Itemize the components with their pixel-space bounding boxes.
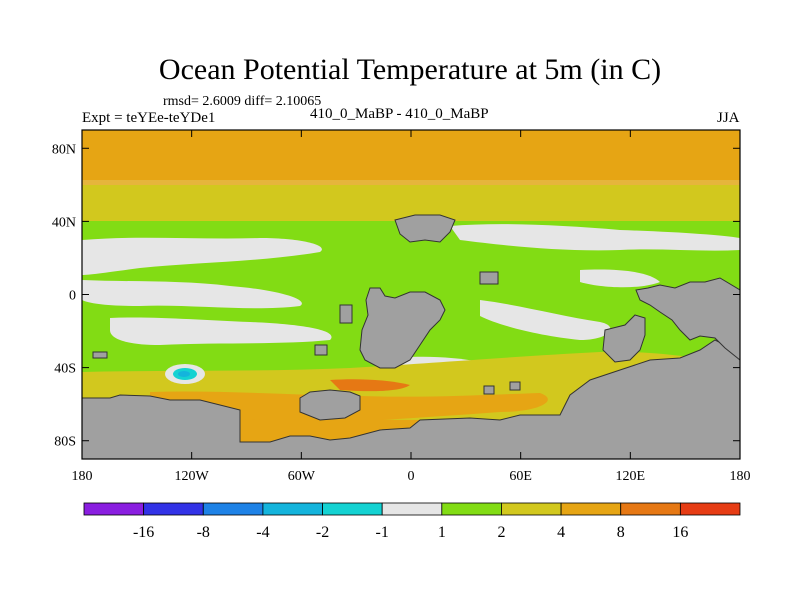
colorbar: -16 -8 -4 -2 -1 1 2 4 8 16 — [83, 502, 741, 541]
chart-title: Ocean Potential Temperature at 5m (in C) — [158, 53, 662, 86]
land-southeast — [602, 314, 646, 363]
island-3 — [479, 271, 499, 285]
patch-north-atlantic — [450, 224, 740, 251]
land-north-island — [394, 214, 456, 243]
colorbar-label-7: 4 — [557, 524, 565, 541]
colorbar-label-8: 8 — [617, 524, 625, 541]
x-axis: 180 120W 60W 0 60E 120E 180 — [72, 130, 751, 484]
land-east — [635, 277, 740, 361]
band-high-lat — [82, 185, 740, 221]
band-arctic — [82, 130, 740, 185]
island-6 — [509, 381, 521, 391]
x-tick-label-6: 180 — [730, 469, 751, 484]
patch-north-pacific — [82, 237, 322, 275]
season-label: JJA — [717, 110, 740, 126]
colorbar-swatch-2 — [202, 502, 264, 516]
land-south-america-tip — [299, 389, 361, 421]
colorbar-swatch-8 — [560, 502, 622, 516]
colorbar-label-2: -4 — [256, 524, 269, 541]
colorbar-swatch-0 — [83, 502, 145, 516]
island-1 — [314, 344, 328, 356]
y-tick-label-2: 0 — [69, 289, 76, 304]
colorbar-label-1: -8 — [197, 524, 210, 541]
colorbar-swatch-10 — [679, 502, 741, 516]
case-label: 410_0_MaBP - 410_0_MaBP — [310, 106, 489, 122]
x-tick-label-0: 180 — [72, 469, 93, 484]
patch-tropical-pacific — [82, 280, 302, 309]
colorbar-swatch-4 — [322, 502, 383, 516]
colorbar-swatch-3 — [262, 502, 323, 516]
map-field — [82, 130, 740, 459]
y-tick-label-0: 80N — [52, 142, 76, 157]
colorbar-label-3: -2 — [316, 524, 329, 541]
colorbar-swatch-5 — [381, 502, 443, 516]
cold-anomaly-core — [178, 371, 190, 377]
y-tick-label-4: 80S — [54, 435, 76, 450]
x-tick-label-4: 60E — [509, 469, 532, 484]
y-tick-label-1: 40N — [52, 215, 76, 230]
x-tick-label-2: 60W — [288, 469, 316, 484]
land-central — [359, 287, 446, 369]
colorbar-label-6: 2 — [497, 524, 505, 541]
y-tick-label-3: 40S — [54, 362, 76, 377]
island-2 — [339, 304, 353, 324]
colorbar-label-0: -16 — [133, 524, 154, 541]
x-tick-label-3: 0 — [408, 469, 415, 484]
patch-south-pacific — [110, 317, 332, 345]
colorbar-label-5: 1 — [438, 524, 446, 541]
patch-indian-ocean — [480, 300, 611, 340]
colorbar-swatch-7 — [501, 502, 562, 516]
patch-arabian — [580, 269, 660, 288]
island-5 — [483, 385, 495, 395]
colorbar-label-9: 16 — [672, 524, 688, 541]
colorbar-swatch-1 — [143, 502, 204, 516]
colorbar-swatch-6 — [441, 502, 502, 516]
patch-southern-hot — [330, 379, 410, 392]
x-tick-label-1: 120W — [175, 469, 210, 484]
stats-label: rmsd= 2.6009 diff= 2.10065 — [163, 94, 322, 109]
colorbar-swatch-9 — [620, 502, 681, 516]
experiment-label: Expt = teYEe-teYDe1 — [82, 110, 216, 126]
island-4 — [92, 351, 108, 359]
colorbar-label-4: -1 — [376, 524, 389, 541]
x-tick-label-5: 120E — [616, 469, 646, 484]
y-axis: 80N 40N 0 40S 80S — [52, 142, 740, 450]
